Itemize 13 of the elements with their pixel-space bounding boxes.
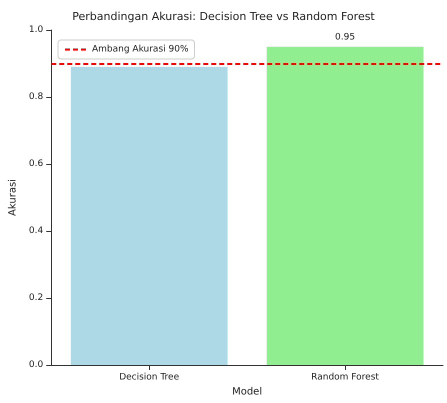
y-tick-label: 0.6 — [28, 159, 44, 169]
y-tick-label: 1.0 — [28, 25, 44, 35]
chart-title: Perbandingan Akurasi: Decision Tree vs Random Forest — [72, 10, 376, 23]
x-tick-label: Decision Tree — [119, 372, 180, 382]
x-axis-title: Model — [232, 386, 262, 398]
y-tick-label: 0.2 — [28, 293, 44, 303]
y-axis-title: Akurasi — [8, 179, 18, 216]
data-label: 0.95 — [335, 32, 356, 42]
legend-label: Ambang Akurasi 90% — [92, 44, 189, 54]
y-tick-label: 0.8 — [28, 92, 44, 102]
x-tick-label: Random Forest — [311, 372, 380, 382]
y-tick-label: 0.4 — [28, 226, 44, 236]
y-tick-label: 0.0 — [28, 360, 44, 370]
